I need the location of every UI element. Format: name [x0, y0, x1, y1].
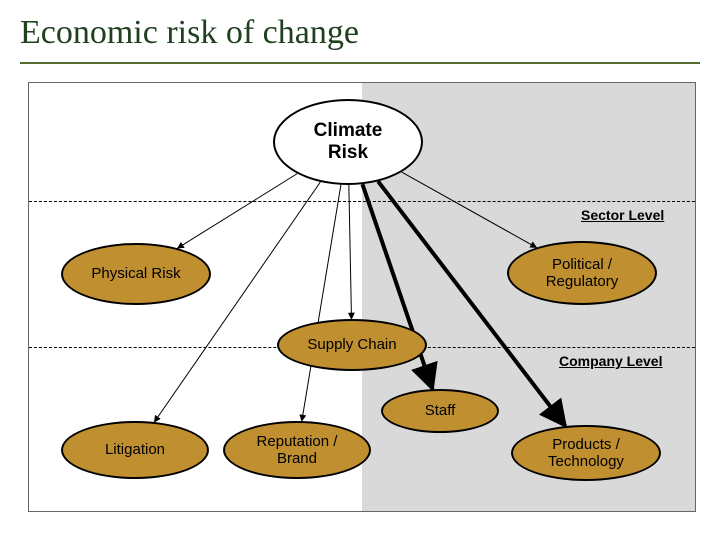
- page-title: Economic risk of change: [20, 14, 700, 52]
- node-reputation: Reputation /Brand: [223, 421, 371, 479]
- node-staff: Staff: [381, 389, 499, 433]
- node-litigation: Litigation: [61, 421, 209, 479]
- node-supply: Supply Chain: [277, 319, 427, 371]
- section-label: Sector Level: [581, 207, 664, 223]
- section-label: Company Level: [559, 353, 662, 369]
- edge: [349, 185, 352, 319]
- node-physical: Physical Risk: [61, 243, 211, 305]
- edge: [177, 174, 297, 249]
- node-political: Political /Regulatory: [507, 241, 657, 305]
- node-climate: ClimateRisk: [273, 99, 423, 185]
- title-underline: [20, 62, 700, 64]
- diagram-frame: Sector Level Company Level ClimateRisk Phy…: [28, 82, 696, 512]
- node-products: Products /Technology: [511, 425, 661, 481]
- edge: [302, 185, 341, 421]
- edge: [154, 182, 320, 422]
- divider-line: [29, 201, 695, 202]
